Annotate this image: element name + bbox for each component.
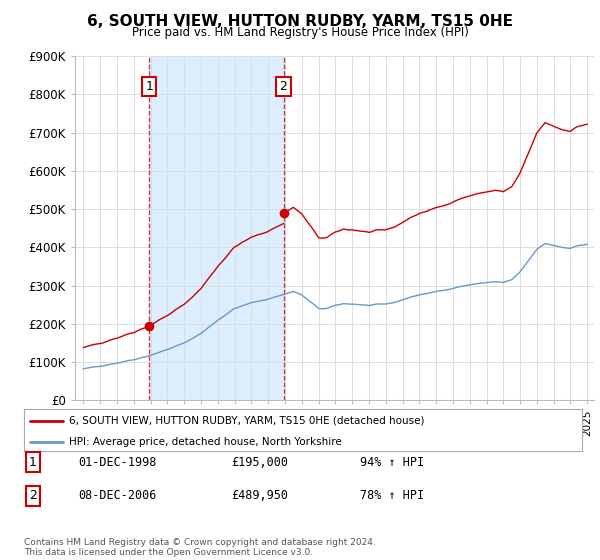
Text: 94% ↑ HPI: 94% ↑ HPI [360,455,424,469]
Text: 08-DEC-2006: 08-DEC-2006 [78,489,157,502]
Text: 1: 1 [145,80,153,93]
Text: Contains HM Land Registry data © Crown copyright and database right 2024.
This d: Contains HM Land Registry data © Crown c… [24,538,376,557]
Text: £489,950: £489,950 [231,489,288,502]
Text: 2: 2 [280,80,287,93]
Text: Price paid vs. HM Land Registry's House Price Index (HPI): Price paid vs. HM Land Registry's House … [131,26,469,39]
Text: 6, SOUTH VIEW, HUTTON RUDBY, YARM, TS15 0HE: 6, SOUTH VIEW, HUTTON RUDBY, YARM, TS15 … [87,14,513,29]
Text: 2: 2 [29,489,37,502]
Text: 6, SOUTH VIEW, HUTTON RUDBY, YARM, TS15 0HE (detached house): 6, SOUTH VIEW, HUTTON RUDBY, YARM, TS15 … [68,416,424,426]
Text: £195,000: £195,000 [231,455,288,469]
Text: 01-DEC-1998: 01-DEC-1998 [78,455,157,469]
Text: 78% ↑ HPI: 78% ↑ HPI [360,489,424,502]
Text: HPI: Average price, detached house, North Yorkshire: HPI: Average price, detached house, Nort… [68,437,341,446]
Text: 1: 1 [29,455,37,469]
Bar [149,56,284,400]
